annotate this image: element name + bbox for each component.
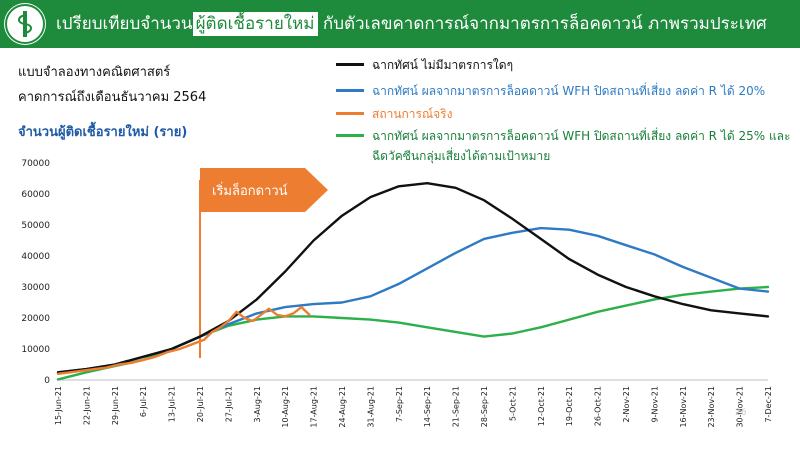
legend-label-actual: สถานการณ์จริง bbox=[372, 107, 453, 121]
x-tick-label: 24-Aug-21 bbox=[338, 386, 347, 428]
title-highlight: ผู้ติดเชื้อรายใหม่ bbox=[192, 12, 318, 36]
title-prefix: เปรียบเทียบจำนวน bbox=[56, 14, 193, 34]
legend-swatch-r20 bbox=[336, 89, 364, 92]
page-title: เปรียบเทียบจำนวน ผู้ติดเชื้อรายใหม่ กับตั… bbox=[56, 0, 767, 48]
x-tick-label: 19-Oct-21 bbox=[565, 386, 574, 426]
header-bar: เปรียบเทียบจำนวน ผู้ติดเชื้อรายใหม่ กับตั… bbox=[0, 0, 800, 48]
lockdown-arrow bbox=[200, 168, 328, 212]
x-tick-label: 13-Jul-21 bbox=[168, 386, 177, 422]
series-r25-vaccine-line bbox=[56, 285, 770, 381]
x-tick-label: 20-Jul-21 bbox=[196, 386, 205, 422]
y-tick-label: 20000 bbox=[21, 314, 50, 324]
legend-swatch-actual bbox=[336, 112, 364, 115]
y-tick-label: 0 bbox=[44, 376, 50, 386]
x-tick-label: 14-Sep-21 bbox=[423, 386, 432, 427]
subtitle-line-2: คาดการณ์ถึงเดือนธันวาคม 2564 bbox=[18, 90, 207, 105]
y-tick-label: 30000 bbox=[21, 283, 50, 293]
x-tick-label: 9-Nov-21 bbox=[650, 386, 659, 422]
x-tick-label: 29-Jun-21 bbox=[111, 386, 120, 425]
x-tick-label: 23-Nov-21 bbox=[707, 386, 716, 428]
x-tick-label: 28-Sep-21 bbox=[480, 386, 489, 427]
y-tick-label: 10000 bbox=[21, 345, 50, 355]
x-tick-label: 6-Jul-21 bbox=[139, 386, 148, 417]
legend-swatch-no-measures bbox=[336, 63, 364, 66]
legend-label-r20: ฉากทัศน์ ผลจากมาตรการล็อคดาวน์ WFH ปิดสถ… bbox=[372, 84, 766, 98]
x-tick-label: 10-Aug-21 bbox=[281, 386, 290, 428]
page-number: 26 bbox=[735, 408, 747, 418]
x-tick-label: 3-Aug-21 bbox=[253, 386, 262, 423]
y-tick-label: 60000 bbox=[21, 190, 50, 200]
x-tick-label: 27-Jul-21 bbox=[224, 386, 233, 422]
x-tick-label: 2-Nov-21 bbox=[622, 386, 631, 422]
legend-label-r25-vaccine: ฉากทัศน์ ผลจากมาตรการล็อคดาวน์ WFH ปิดสถ… bbox=[372, 129, 791, 163]
legend-swatch-r25-vaccine bbox=[336, 134, 364, 137]
x-tick-label: 30-Nov-21 bbox=[736, 386, 745, 428]
y-axis-label: จำนวนผู้ติดเชื้อรายใหม่ (ราย) bbox=[18, 125, 188, 140]
x-tick-label: 17-Aug-21 bbox=[310, 386, 319, 428]
x-tick-label: 5-Oct-21 bbox=[508, 386, 517, 421]
series-no-measures-line bbox=[56, 181, 770, 374]
series-actual-line bbox=[56, 305, 311, 375]
ministry-logo bbox=[4, 3, 46, 45]
lockdown-arrow-label: เริ่มล็อกดาวน์ bbox=[212, 181, 288, 199]
x-tick-label: 26-Oct-21 bbox=[594, 386, 603, 426]
legend-label-no-measures: ฉากทัศน์ ไม่มีมาตรการใดๆ bbox=[372, 58, 514, 72]
y-tick-label: 50000 bbox=[21, 221, 50, 231]
x-tick-label: 31-Aug-21 bbox=[366, 386, 375, 428]
x-tick-label: 22-Jun-21 bbox=[82, 386, 91, 425]
x-tick-label: 12-Oct-21 bbox=[537, 386, 546, 426]
x-tick-label: 7-Dec-21 bbox=[764, 386, 773, 423]
title-suffix: กับตัวเลขคาดการณ์จากมาตรการล็อคดาวน์ ภาพ… bbox=[317, 14, 767, 34]
x-tick-label: 15-Jun-21 bbox=[54, 386, 63, 425]
x-tick-label: 7-Sep-21 bbox=[395, 386, 404, 422]
y-tick-label: 40000 bbox=[21, 252, 50, 262]
x-tick-label: 21-Sep-21 bbox=[452, 386, 461, 427]
x-tick-label: 16-Nov-21 bbox=[679, 386, 688, 428]
y-tick-label: 70000 bbox=[21, 159, 50, 169]
subtitle-line-1: แบบจำลองทางคณิตศาสตร์ bbox=[18, 65, 171, 80]
